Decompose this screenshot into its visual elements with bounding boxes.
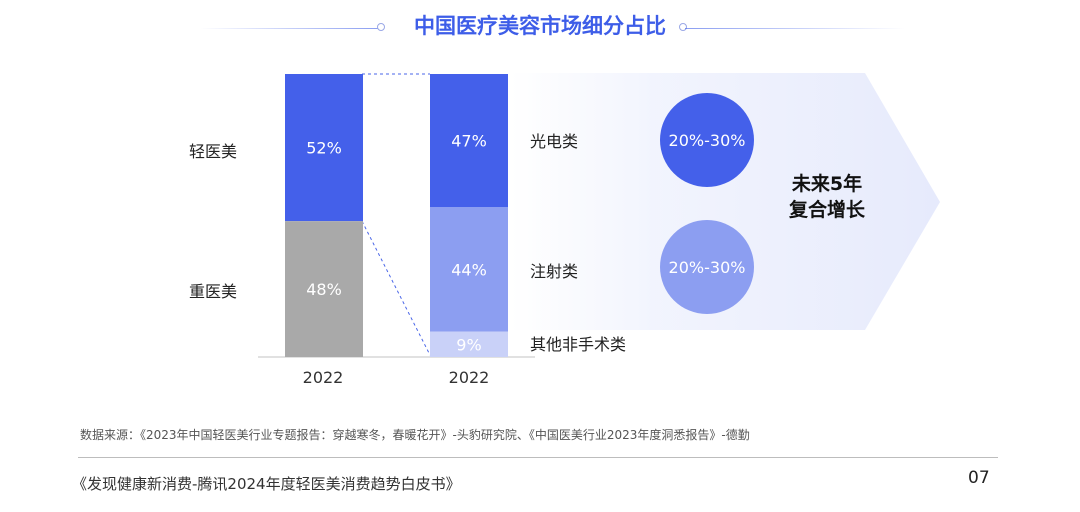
- bar-other-nonsurgical: [430, 331, 508, 357]
- growth-headline-line1: 未来5年: [791, 172, 862, 195]
- footer-report-title: 《发现健康新消费-腾讯2024年度轻医美消费趋势白皮书》: [72, 475, 461, 493]
- bar-injection: [430, 207, 508, 332]
- growth-circle-injection: [660, 220, 754, 314]
- page-number: 07: [968, 468, 990, 488]
- growth-circle-photoelectric: [660, 93, 754, 187]
- page-title: 中国医疗美容市场细分占比: [414, 14, 666, 38]
- footer-divider: [78, 457, 998, 458]
- source-note: 数据来源：《2023年中国轻医美行业专题报告：穿越寒冬，春暖花开》-头豹研究院、…: [80, 428, 750, 442]
- market-segment-chart: 52% 48% 47% 44% 9% 轻医美 重医美 光电类 注射类 其他非手术类 20…: [189, 73, 940, 387]
- bar-heavy-medical-value-label: 48%: [306, 280, 342, 299]
- x-tick-label-left: 2022: [303, 368, 344, 387]
- bar-light-medical: [285, 74, 363, 222]
- title-dot-right: [679, 23, 687, 31]
- x-tick-label-right: 2022: [449, 368, 490, 387]
- growth-label-photoelectric: 20%-30%: [669, 131, 746, 150]
- title-dot-left: [377, 23, 385, 31]
- bar-light-medical-value-label: 52%: [306, 139, 342, 158]
- segment-label-injection: 注射类: [530, 262, 578, 281]
- title-line-right: [685, 28, 905, 29]
- growth-headline-line2: 复合增长: [788, 198, 866, 221]
- category-label-heavy-medical: 重医美: [189, 282, 237, 301]
- growth-label-injection: 20%-30%: [669, 258, 746, 277]
- bar-injection-value-label: 44%: [451, 260, 487, 279]
- bar-photoelectric: [430, 74, 508, 208]
- segment-label-photoelectric: 光电类: [530, 132, 578, 151]
- bar-heavy-medical: [285, 221, 363, 357]
- connector-line-bottom: [361, 220, 431, 356]
- growth-arrow-shape: [510, 73, 940, 330]
- segment-label-other-nonsurgical: 其他非手术类: [530, 335, 626, 354]
- title-line-left: [200, 28, 380, 29]
- bar-other-nonsurgical-value-label: 9%: [456, 335, 481, 354]
- category-label-light-medical: 轻医美: [189, 142, 237, 161]
- bar-photoelectric-value-label: 47%: [451, 132, 487, 151]
